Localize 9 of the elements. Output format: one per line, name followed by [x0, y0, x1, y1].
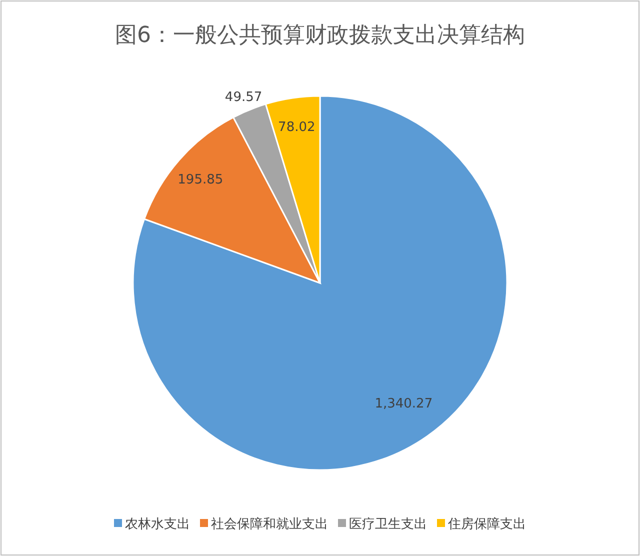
chart-title: 图6：一般公共预算财政拨款支出决算结构	[115, 23, 525, 48]
legend-label: 医疗卫生支出	[349, 517, 427, 532]
data-label: 195.85	[178, 172, 224, 188]
data-label: 1,340.27	[374, 396, 433, 412]
legend-label: 社会保障和就业支出	[211, 517, 328, 532]
data-label: 49.57	[224, 90, 262, 106]
data-label: 78.02	[278, 120, 316, 135]
legend-label: 农林水支出	[125, 517, 190, 532]
legend-label: 住房保障支出	[447, 516, 526, 532]
